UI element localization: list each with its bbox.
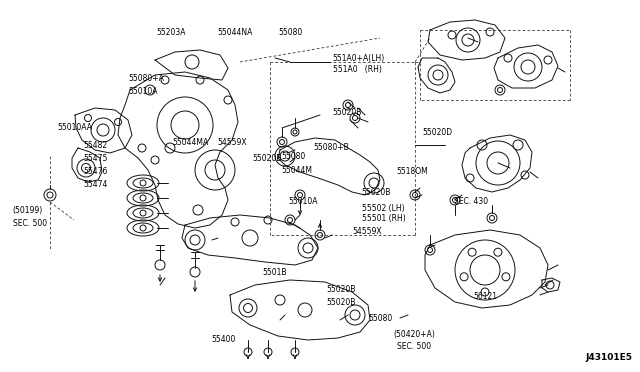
Text: 551A0   (RH): 551A0 (RH) — [333, 65, 381, 74]
Text: 54559X: 54559X — [352, 227, 381, 236]
Text: 55080+B: 55080+B — [314, 143, 349, 152]
Text: 55044NA: 55044NA — [218, 28, 253, 37]
Text: 55080: 55080 — [282, 152, 306, 161]
Text: 55475: 55475 — [83, 154, 108, 163]
Text: 55203A: 55203A — [157, 28, 186, 37]
Text: 56121: 56121 — [474, 292, 498, 301]
Text: 55080: 55080 — [368, 314, 392, 323]
Text: 55020B: 55020B — [326, 298, 356, 307]
Text: 5501B: 5501B — [262, 268, 287, 277]
Text: (50420+A): (50420+A) — [394, 330, 435, 339]
Text: 55020B: 55020B — [362, 188, 391, 197]
Text: SEC. 500: SEC. 500 — [397, 342, 431, 351]
Text: SEC. 500: SEC. 500 — [13, 219, 47, 228]
Text: 55010A: 55010A — [128, 87, 157, 96]
Text: 54559X: 54559X — [218, 138, 247, 147]
Text: 5518OM: 5518OM — [397, 167, 429, 176]
Text: 55501 (RH): 55501 (RH) — [362, 214, 405, 223]
Text: 55482: 55482 — [83, 141, 108, 150]
Text: 55044M: 55044M — [282, 166, 312, 174]
Text: 55020D: 55020D — [422, 128, 452, 137]
Text: 55020B: 55020B — [333, 108, 362, 117]
Text: 55400: 55400 — [211, 335, 236, 344]
Text: 55502 (LH): 55502 (LH) — [362, 204, 404, 213]
Text: SEC. 430: SEC. 430 — [454, 197, 488, 206]
Text: 55474: 55474 — [83, 180, 108, 189]
Text: 55044MA: 55044MA — [173, 138, 209, 147]
Text: 55476: 55476 — [83, 167, 108, 176]
Text: J43101E5: J43101E5 — [585, 353, 632, 362]
Text: (50199): (50199) — [13, 206, 43, 215]
Text: 55080+A: 55080+A — [128, 74, 164, 83]
Text: 55010A: 55010A — [288, 197, 317, 206]
Text: 551A0+A(LH): 551A0+A(LH) — [333, 54, 385, 63]
Text: 55010AA: 55010AA — [58, 123, 93, 132]
Text: 55020B: 55020B — [253, 154, 282, 163]
Text: 55080: 55080 — [278, 28, 303, 37]
Text: 55020B: 55020B — [326, 285, 356, 294]
